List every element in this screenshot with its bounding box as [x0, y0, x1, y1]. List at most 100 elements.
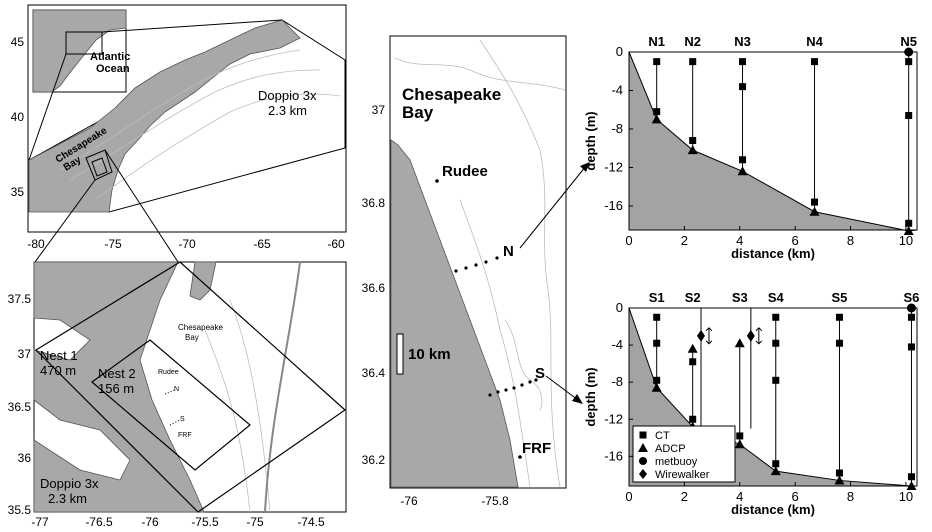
nest-bay-label-1: Chesapeake: [178, 323, 223, 332]
profile-north-x-tick-5: 10: [899, 233, 913, 248]
profile-south-adcp-marker-5-0: [906, 481, 917, 490]
profile-south-ct-marker-0-1: [653, 339, 661, 347]
profile-north-adcp-marker-2-0: [737, 166, 748, 176]
nest-label-n: N: [174, 386, 179, 393]
profile-south-station-label-4: S5: [832, 290, 848, 305]
profile-south-x-axis-label: distance (km): [731, 502, 815, 517]
nest-label-s: S: [180, 416, 185, 423]
zoom-y-tick-2: 36.6: [362, 281, 386, 295]
profile-north-station-label-2: N3: [734, 34, 751, 49]
nest-y-tick-1: 37: [18, 347, 32, 361]
nest1-outline: [35, 261, 346, 513]
profile-south-x-tick-3: 6: [792, 489, 799, 504]
overview-y-tick-0: 45: [11, 35, 25, 49]
profile-north-ct-marker-2-2: [739, 156, 747, 164]
profile-south-ct-marker-1-0: [689, 358, 697, 366]
profile-north-x-tick-3: 6: [792, 233, 799, 248]
overview-x-tick-2: -70: [178, 237, 196, 251]
profile-north-ct-marker-2-1: [739, 83, 747, 91]
nest1-label-2: 470 m: [40, 363, 76, 378]
profile-south-ct-marker-0-0: [653, 313, 661, 321]
profile-south-ct-marker-3-0: [772, 313, 780, 321]
zoom-bay-label-1: Chesapeake: [402, 85, 501, 104]
profile-north-seafloor: [628, 51, 918, 232]
transect-s-dots: [488, 378, 538, 397]
profile-north-ct-marker-2-0: [739, 58, 747, 66]
profile-south-axes-frame: [628, 307, 918, 487]
profile-south-ct-marker-3-2: [772, 376, 780, 384]
profile-south-x-tick-2: 4: [736, 489, 743, 504]
overview-domain-label-1: Doppio 3x: [258, 88, 317, 103]
nest-y-tick-2: 36.5: [8, 400, 32, 414]
rudee-marker: [435, 179, 439, 183]
profile-north-ct-marker-4-2: [905, 219, 913, 227]
profile-south-x-tick-0: 0: [625, 489, 632, 504]
profile-north-station-label-1: N2: [684, 34, 701, 49]
profile-south-ct-marker-3-1: [772, 339, 780, 347]
profile-north-y-tick-3: -12: [604, 159, 623, 174]
profile-south-adcp-marker-4-0: [834, 475, 845, 485]
profile-north-x-tick-4: 8: [847, 233, 854, 248]
profile-south-ct-marker-0-2: [653, 376, 661, 384]
zoom-x-tick-1: -75.8: [481, 494, 509, 508]
profile-north-x-tick-0: 0: [625, 233, 632, 248]
transect-n-dots: [454, 256, 499, 273]
profile-south-ct-marker-4-0: [835, 313, 843, 321]
profile-south-adcp-marker-2-1: [734, 439, 745, 449]
profile-south-legend-label-2: metbuoy: [655, 456, 698, 468]
profile-south-legend-label-0: CT: [655, 430, 670, 442]
nest2-label-1: Nest 2: [98, 366, 136, 381]
zoom-bay-label-2: Bay: [402, 103, 434, 122]
nest-y-tick-4: 35.5: [8, 503, 32, 517]
nest-domain-label-2: 2.3 km: [48, 491, 87, 506]
profile-south-station-label-1: S2: [685, 290, 701, 305]
nest2-label-2: 156 m: [98, 381, 134, 396]
profile-north-chart: 0 2 4 6 8 10 0 -4 -8 -12 -16 distance (km) depth (m)…: [583, 34, 918, 261]
profile-north-ct-marker-3-1: [811, 198, 819, 206]
profile-north-axes-frame: [628, 51, 918, 231]
nest-x-tick-4: -75: [246, 515, 264, 529]
profile-south-x-tick-4: 8: [847, 489, 854, 504]
profile-north-adcp-marker-1-0: [687, 145, 698, 155]
arrow-to-north-transect: [519, 165, 587, 249]
profile-south-station-label-0: S1: [649, 290, 665, 305]
atlantic-label: Atlantic: [90, 51, 130, 63]
profile-south-legend-swatch-0: [639, 431, 647, 439]
overview-domain-label-2: 2.3 km: [268, 103, 307, 118]
zoom-y-tick-4: 36.2: [362, 453, 386, 467]
profile-south-station-label-5: S6: [904, 290, 920, 305]
nest-y-tick-3: 36: [18, 451, 32, 465]
zoom-y-tick-1: 36.8: [362, 196, 386, 210]
profile-south-ct-marker-5-1: [907, 343, 915, 351]
zoom-s-label: S: [535, 365, 545, 382]
arrow-to-south-transect: [545, 375, 579, 401]
profile-north-metbuoy-marker-4-0: [904, 47, 914, 57]
profile-south-wirewalker-marker-0: [697, 329, 705, 342]
zoom-n-label: N: [503, 243, 514, 260]
profile-north-station-label-3: N4: [806, 34, 823, 49]
ocean-label: Ocean: [96, 63, 130, 75]
profile-north-y-tick-4: -16: [604, 198, 623, 213]
overview-y-tick-2: 35: [11, 185, 25, 199]
profile-south-wirewalker-marker-1: [746, 329, 755, 342]
profile-north-x-tick-2: 4: [736, 233, 743, 248]
profile-south-chart: 0 2 4 6 8 10 0 -4 -8 -12 -16 distance (km) depth (m)…: [583, 290, 919, 517]
profile-south-ct-marker-5-0: [907, 313, 915, 321]
profile-north-ct-marker-4-0: [905, 58, 913, 66]
zoom-y-tick-0: 37: [372, 103, 386, 117]
profile-south-y-tick-2: -8: [611, 374, 623, 389]
profile-north-adcp-marker-0-0: [651, 114, 662, 124]
nest-x-tick-0: -77: [31, 515, 49, 529]
nest-x-tick-5: -74.5: [297, 515, 325, 529]
profile-north-ct-marker-1-1: [689, 137, 697, 145]
nest-x-tick-3: -75.5: [191, 515, 219, 529]
profile-north-ct-marker-0-1: [653, 108, 661, 116]
nest-map-land: [33, 261, 205, 513]
profile-south-y-tick-3: -12: [604, 411, 623, 426]
profile-south-legend-label-1: ADCP: [655, 443, 686, 455]
profile-south-adcp-marker-1-0: [687, 343, 698, 353]
profile-south-x-tick-1: 2: [681, 489, 688, 504]
profile-south-legend-swatch-3: [639, 469, 647, 479]
nest-label-rudee: Rudee: [158, 369, 179, 376]
